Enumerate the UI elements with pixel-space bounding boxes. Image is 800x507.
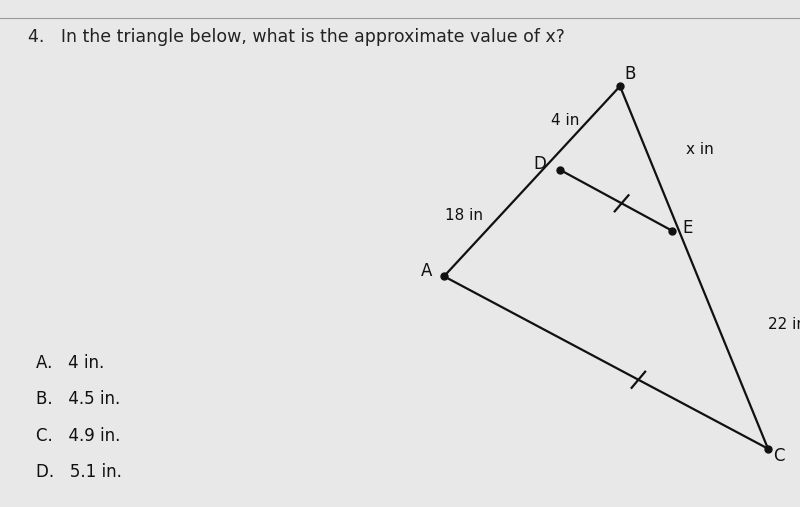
Text: A: A (421, 262, 432, 280)
Text: C: C (774, 447, 785, 465)
Text: B.   4.5 in.: B. 4.5 in. (36, 390, 120, 408)
Text: A.   4 in.: A. 4 in. (36, 353, 104, 372)
Text: B: B (624, 64, 635, 83)
Text: 22 in: 22 in (768, 317, 800, 332)
Text: 18 in: 18 in (445, 208, 483, 223)
Text: D.   5.1 in.: D. 5.1 in. (36, 463, 122, 481)
Text: 4.   In the triangle below, what is the approximate value of x?: 4. In the triangle below, what is the ap… (28, 28, 565, 46)
Text: C.   4.9 in.: C. 4.9 in. (36, 426, 120, 445)
Text: x in: x in (686, 142, 714, 157)
Text: E: E (683, 219, 693, 237)
Text: D: D (534, 155, 546, 173)
Text: 4 in: 4 in (551, 113, 579, 128)
